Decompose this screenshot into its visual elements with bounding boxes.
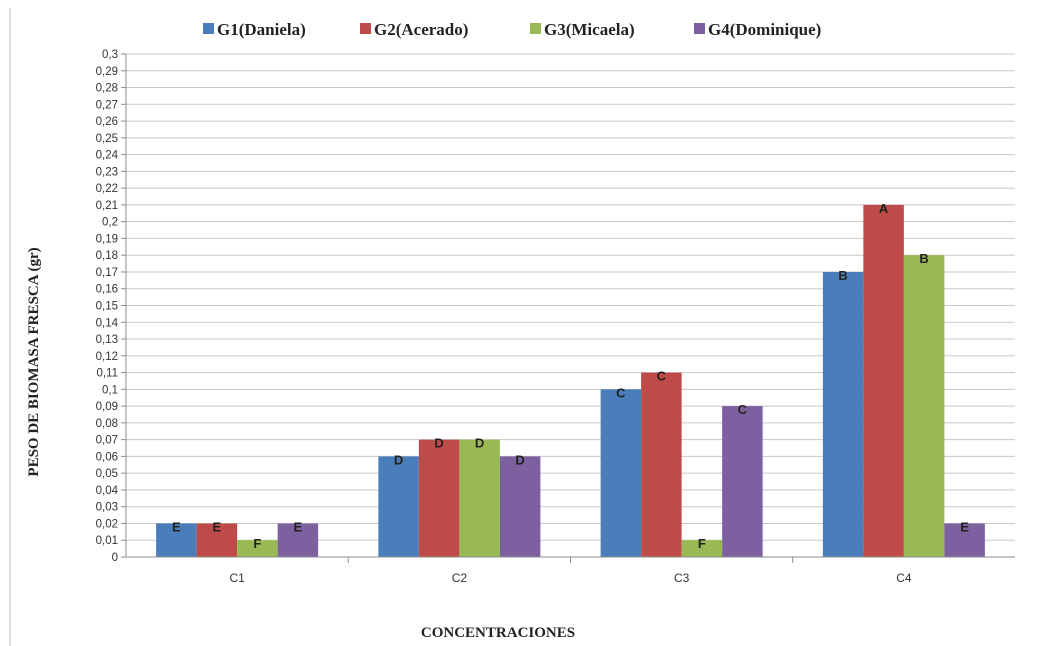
y-tick-label: 0,02 [96,518,118,530]
bar-label: C [616,385,626,400]
bar-label: E [294,519,303,534]
legend: G1(Daniela) G2(Acerado) G3(Micaela) G4(Domi… [203,20,821,39]
y-tick-label: 0,24 [96,150,119,162]
x-axis-categories: C1 C2 C3 C4 [229,571,911,585]
y-tick-label: 0,14 [96,317,119,329]
x-tick-label: C2 [452,571,468,585]
legend-entry: G3(Micaela) [544,20,635,39]
bar-label: E [172,519,181,534]
y-tick-label: 0,21 [96,200,118,212]
bar-label: D [434,436,443,451]
bar-label: F [698,536,706,551]
y-tick-label: 0,27 [96,99,118,111]
y-tick-label: 0,03 [96,502,118,514]
y-tick-label: 0,07 [96,435,118,447]
y-tick-label: 0,3 [102,49,118,61]
legend-swatch [694,23,705,34]
y-tick-label: 0,22 [96,183,118,195]
legend-entry: G1(Daniela) [217,20,306,39]
y-tick-label: 0,18 [96,250,118,262]
bar [156,523,197,557]
y-axis-ticks: 0 0,01 0,02 0,03 0,04 0,05 0,06 0,07 0,08 0,09 0,1… [96,49,126,564]
bars [156,204,985,557]
y-tick-label: 0,12 [96,351,118,363]
legend-swatch [360,23,371,34]
bar-label: A [879,201,889,216]
legend-swatch [203,23,214,34]
y-tick-label: 0,28 [96,83,118,95]
bar-label: C [657,369,667,384]
y-tick-label: 0,25 [96,133,118,145]
bar [277,523,319,557]
bar [681,540,723,557]
y-tick-label: 0,29 [96,66,118,78]
bar-label: B [838,268,847,283]
bar [237,540,278,557]
bar-letter-labels: E E F E D D D D C C F C B A B E [172,201,969,551]
bar [822,271,864,557]
x-tick-label: C3 [674,571,690,585]
y-tick-label: 0,06 [96,451,118,463]
bar [600,389,642,557]
y-tick-label: 0,09 [96,401,118,413]
y-tick-label: 0,04 [96,485,119,497]
y-axis-title: PESO DE BIOMASA FRESCA (gr) [26,247,42,476]
bar-label: F [253,536,261,551]
bar [418,439,460,557]
bar [459,439,500,557]
y-tick-label: 0,1 [102,384,118,396]
bar [499,456,541,557]
y-tick-label: 0,26 [96,116,118,128]
y-tick-label: 0,01 [96,535,118,547]
x-tick-label: C4 [896,571,912,585]
bar [722,406,763,557]
y-tick-label: 0,23 [96,166,118,178]
bar [641,372,682,557]
legend-swatch [530,23,541,34]
x-axis-title: CONCENTRACIONES [421,625,575,641]
y-tick-label: 0,05 [96,468,118,480]
bar [378,456,419,557]
y-tick-label: 0,16 [96,284,118,296]
y-tick-label: 0,19 [96,233,118,245]
y-tick-label: 0,08 [96,418,118,430]
bar-label: B [919,251,928,266]
bar-label: D [475,436,484,451]
axes [125,54,1015,563]
y-tick-label: 0,11 [96,368,118,380]
bar-label: E [960,519,969,534]
bar-label: D [394,452,403,467]
legend-entry: G4(Dominique) [708,20,821,39]
bar [863,204,904,557]
bar-label: D [515,452,524,467]
bar-label: C [738,402,748,417]
bar [944,523,985,557]
legend-entry: G2(Acerado) [374,20,468,39]
bar-label: E [213,519,222,534]
y-tick-label: 0,2 [102,217,118,229]
y-tick-label: 0 [112,552,118,564]
bar [196,523,238,557]
y-tick-label: 0,17 [96,267,118,279]
y-tick-label: 0,15 [96,301,118,313]
y-tick-label: 0,13 [96,334,118,346]
x-tick-label: C1 [229,571,245,585]
bar [903,255,945,557]
